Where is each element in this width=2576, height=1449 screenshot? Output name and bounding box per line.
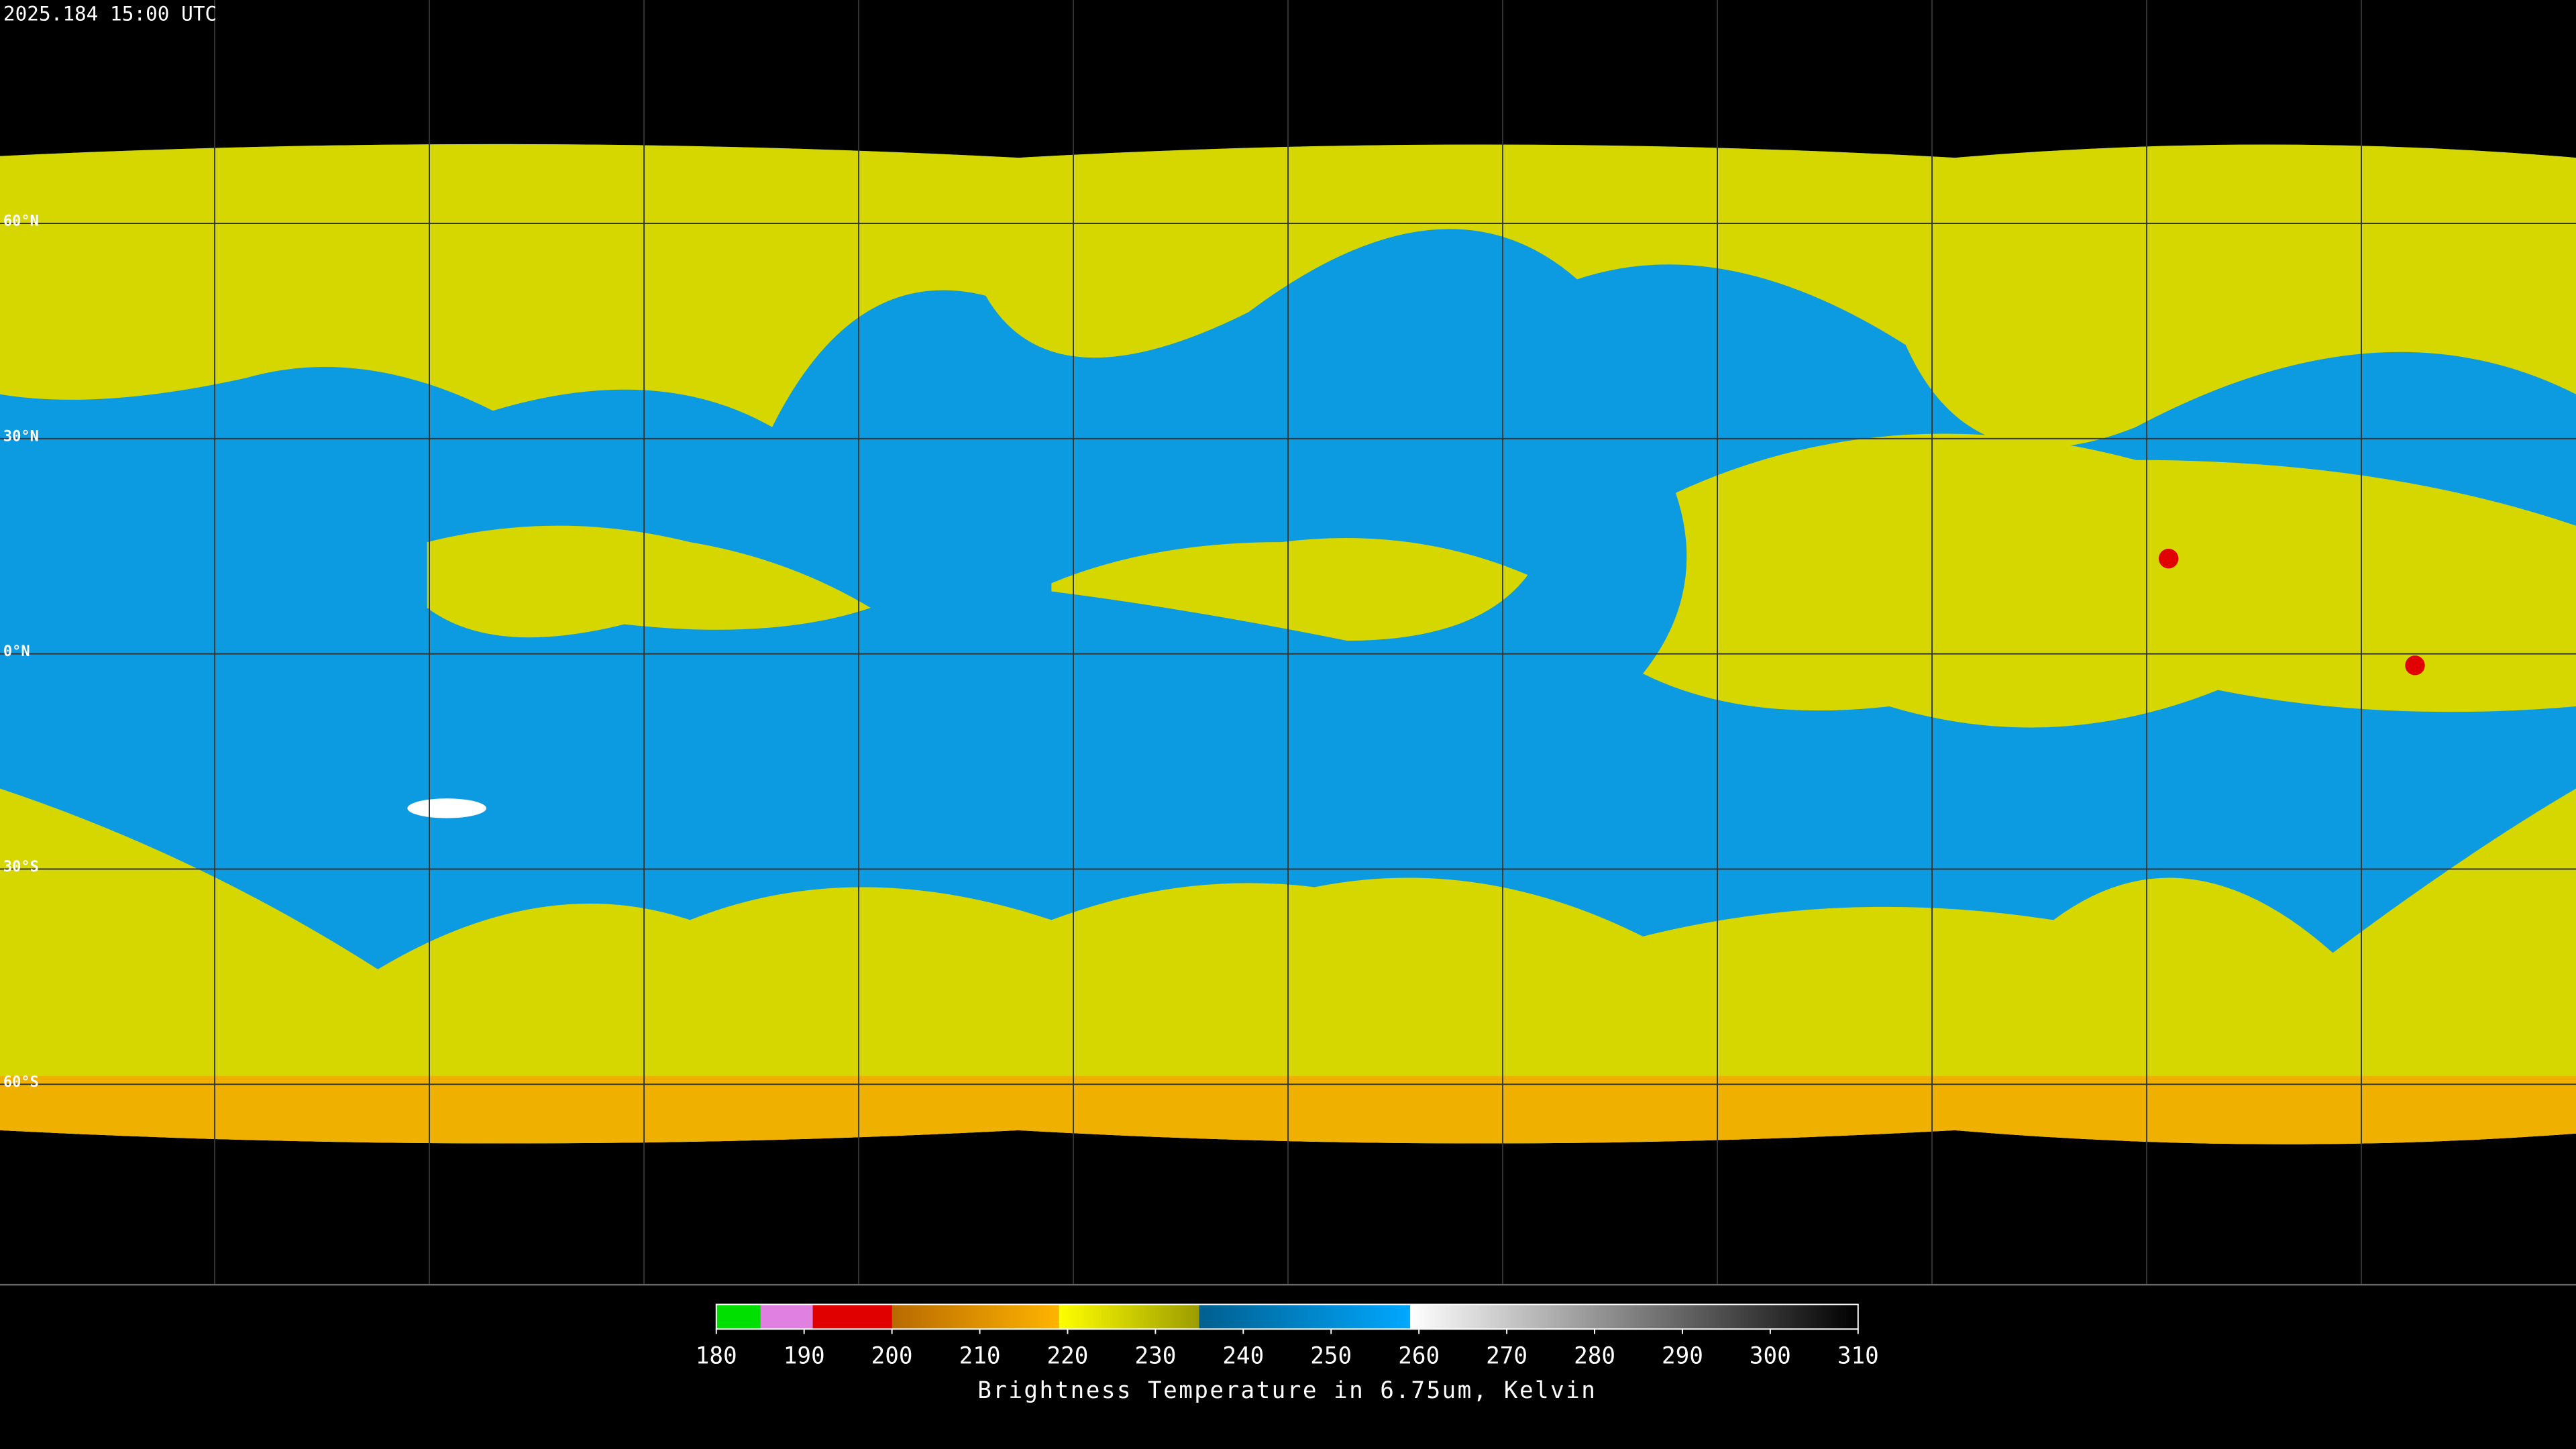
colorbar-tick-label: 180 [696,1342,737,1369]
colorbar-segment [812,1304,892,1330]
lat-label: 30°S [3,859,39,875]
colorbar-tick-label: 230 [1134,1342,1176,1369]
colorbar-tick-label: 290 [1662,1342,1703,1369]
storm-core [2158,548,2179,569]
graticule: 60°N 30°N 0°N 30°S 60°S [0,0,2576,1286]
colorbar-tick-label: 190 [784,1342,825,1369]
colorbar-tick-label: 310 [1837,1342,1879,1369]
colorbar-tick-label: 210 [959,1342,1001,1369]
lat-label: 60°S [3,1074,39,1091]
colorbar-label: Brightness Temperature in 6.75um, Kelvin [977,1377,1597,1404]
colorbar-segment [716,1304,761,1330]
colorbar-segment [1059,1304,1199,1330]
colorbar: 180 190 200 210 220 230 240 250 260 270 280 290 300 3… [696,1303,1879,1404]
colorbar-tick-label: 260 [1398,1342,1440,1369]
colorbar-segment [892,1304,1059,1330]
colorbar-segment [760,1304,813,1330]
lat-label: 30°N [3,428,39,445]
tropical-convection-africa [1051,538,1528,641]
colorbar-tick-label: 220 [1047,1342,1089,1369]
timestamp: 2025.184 15:00 UTC [3,3,217,25]
tropical-convection-americas [427,525,871,638]
colorbar-tick-label: 300 [1750,1342,1791,1369]
colorbar-segment [1410,1304,1858,1330]
colorbar-tick-label: 200 [871,1342,913,1369]
lat-label: 60°N [3,213,39,230]
lat-label: 0°N [3,643,30,660]
colorbar-tick-label: 240 [1222,1342,1264,1369]
storm-core [2405,655,2425,676]
colorbar-frame [715,1303,1859,1330]
warm-spot [407,798,486,818]
colorbar-tick-label: 270 [1486,1342,1527,1369]
colorbar-tick-label: 280 [1574,1342,1615,1369]
colorbar-tick-label: 250 [1310,1342,1352,1369]
colorbar-segment [1199,1304,1411,1330]
